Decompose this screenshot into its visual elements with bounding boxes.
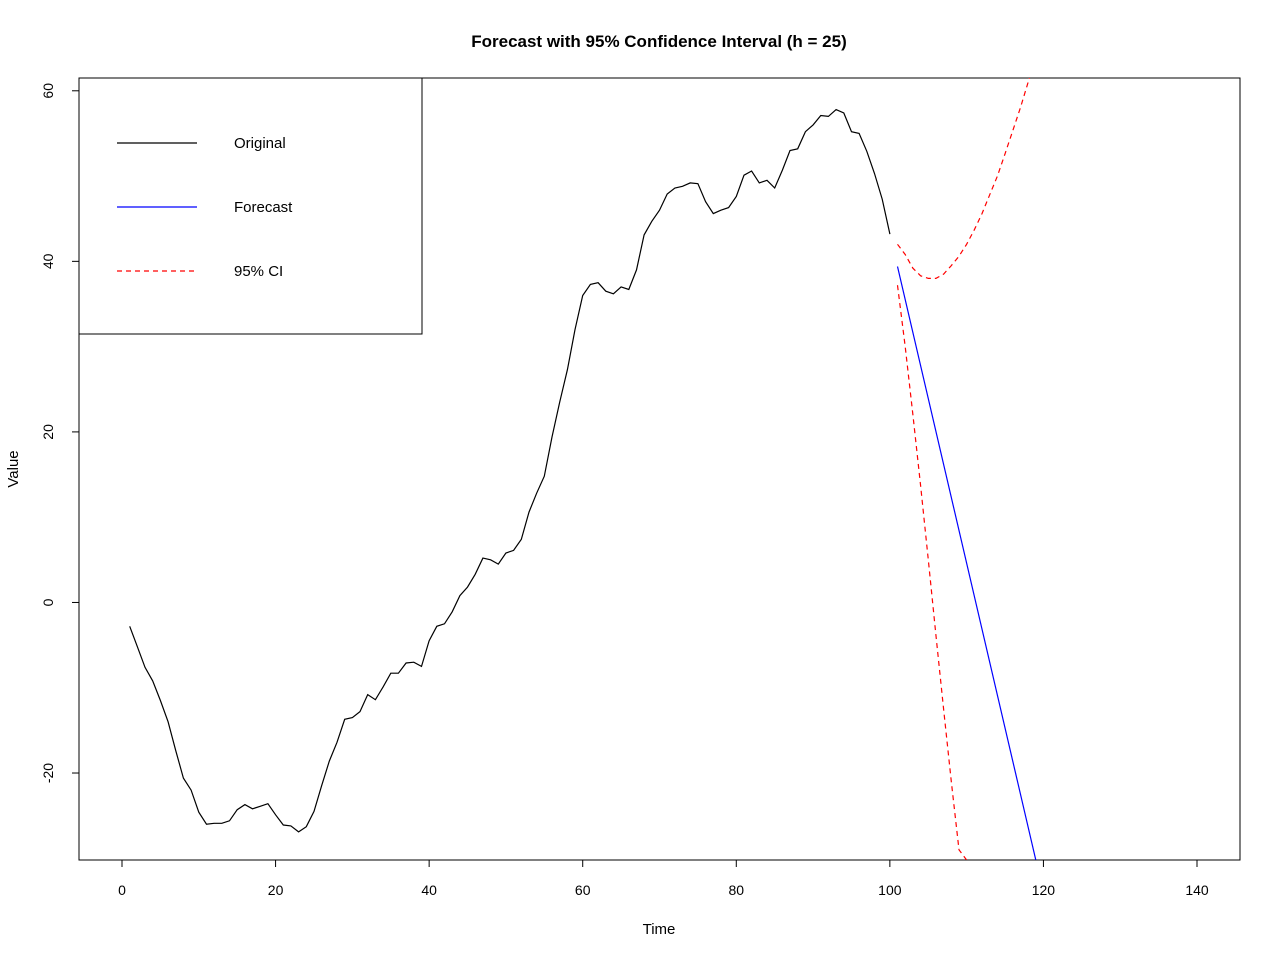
y-tick-label: 20 bbox=[40, 424, 56, 440]
x-tick-label: 40 bbox=[421, 882, 437, 898]
series-line-1 bbox=[896, 266, 1037, 860]
x-axis-label: Time bbox=[643, 921, 676, 938]
legend-label: Forecast bbox=[234, 199, 293, 216]
series-layer bbox=[129, 78, 1037, 860]
y-tick-label: 0 bbox=[40, 598, 56, 606]
x-tick-label: 120 bbox=[1032, 882, 1056, 898]
legend: Original Forecast 95% CI bbox=[78, 77, 423, 335]
x-tick-label: 100 bbox=[878, 882, 902, 898]
series-line-2 bbox=[897, 78, 1031, 279]
chart-title: Forecast with 95% Confidence Interval (h… bbox=[471, 32, 847, 51]
legend-label: Original bbox=[234, 135, 286, 152]
series-line-0 bbox=[129, 108, 891, 833]
x-tick-label: 80 bbox=[728, 882, 744, 898]
legend-label: 95% CI bbox=[234, 263, 283, 280]
x-axis: 0 20 40 60 80 100 120 140 bbox=[118, 859, 1209, 898]
x-tick-label: 20 bbox=[268, 882, 284, 898]
y-tick-label: -20 bbox=[40, 763, 56, 783]
x-tick-label: 140 bbox=[1185, 882, 1209, 898]
x-tick-label: 60 bbox=[575, 882, 591, 898]
y-tick-label: 40 bbox=[40, 253, 56, 269]
series-line-3 bbox=[896, 285, 968, 860]
y-axis-label: Value bbox=[5, 450, 22, 487]
legend-box bbox=[78, 77, 423, 335]
y-tick-label: 60 bbox=[40, 83, 56, 99]
x-tick-label: 0 bbox=[118, 882, 126, 898]
y-axis: -20 0 20 40 60 bbox=[40, 83, 80, 783]
